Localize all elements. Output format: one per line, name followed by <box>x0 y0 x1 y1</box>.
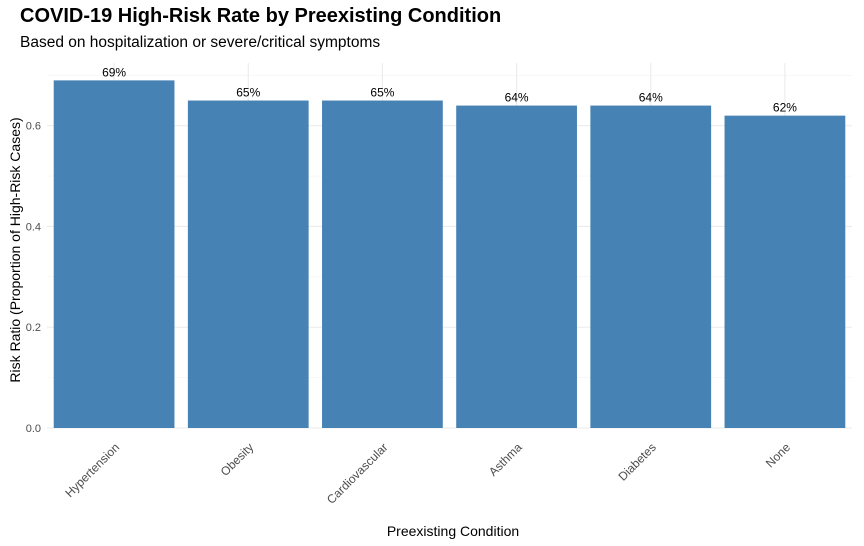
chart-subtitle: Based on hospitalization or severe/criti… <box>20 34 381 51</box>
bar <box>590 105 712 428</box>
y-axis-title: Risk Ratio (Proportion of High-Risk Case… <box>7 117 23 382</box>
bars <box>53 80 846 429</box>
bar <box>724 115 846 428</box>
bar <box>322 100 443 429</box>
x-tick-label: Obesity <box>218 440 257 479</box>
y-tick-label: 0.6 <box>26 121 41 133</box>
y-tick-label: 0.0 <box>26 423 41 435</box>
data-label: 64% <box>505 91 529 105</box>
y-tick-label: 0.2 <box>26 322 41 334</box>
x-tick-label: Hypertension <box>62 440 122 500</box>
x-tick-label: None <box>763 440 793 470</box>
x-axis-ticks: Hypertension Obesity Cardiovascular Asthma D… <box>62 440 793 507</box>
data-label: 64% <box>639 91 663 105</box>
data-label: 65% <box>236 86 260 100</box>
data-label: 69% <box>102 65 126 79</box>
data-label: 62% <box>773 101 797 115</box>
x-tick-label: Asthma <box>486 440 525 479</box>
data-label: 65% <box>370 86 394 100</box>
data-labels: 69% 65% 65% 64% 64% 62% <box>102 65 797 114</box>
x-tick-label: Diabetes <box>615 440 658 483</box>
bar <box>53 80 175 428</box>
bar <box>187 100 309 429</box>
x-tick-label: Cardiovascular <box>324 440 391 507</box>
bar <box>456 105 577 428</box>
y-tick-label: 0.4 <box>26 221 41 233</box>
chart-title: COVID-19 High-Risk Rate by Preexisting C… <box>20 5 502 27</box>
y-axis-ticks: 0.0 0.2 0.4 0.6 <box>26 121 41 435</box>
x-axis-title: Preexisting Condition <box>387 523 519 539</box>
